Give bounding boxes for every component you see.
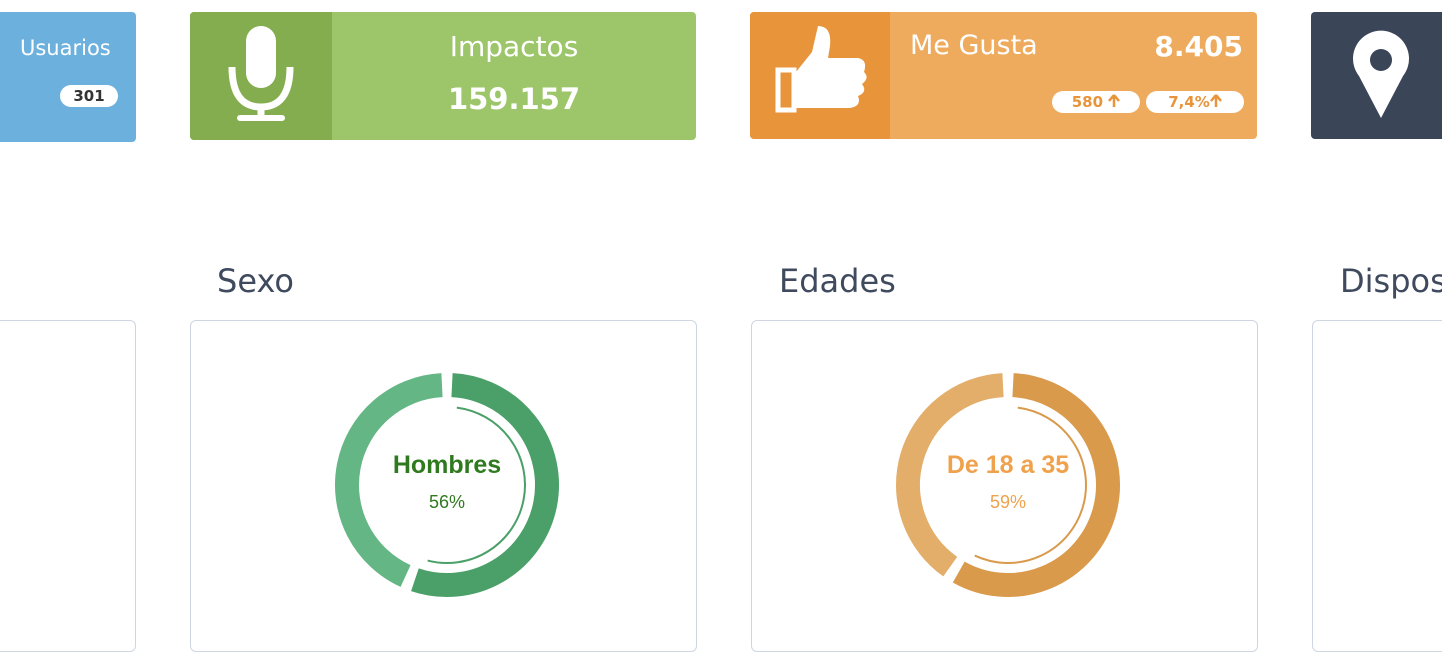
panel: Hombres 56% [190,320,697,652]
donut-rest-arc [335,373,443,587]
donut-inner-arc [974,406,1087,564]
location-card[interactable] [1311,12,1442,139]
section-title: Edades [779,262,896,300]
donut: De 18 a 35 59% [896,373,1120,597]
section-title: Sexo [217,262,294,300]
donut-label: Hombres [393,451,501,479]
users-card[interactable]: Usuarios 301 [0,12,136,142]
donut-value-arc [411,373,559,597]
badge: 301 [60,85,118,107]
likes-card[interactable]: Me Gusta 8.405 580 7,4% [750,12,1257,139]
badge: 7,4% [1146,91,1244,113]
up-arrow [1108,94,1121,107]
panel: De 18 a 35 59% [751,320,1258,652]
up-arrow [1209,94,1222,107]
mic-icon [228,26,294,121]
page: Usuarios 301 Impactos 159.157 Me Gusta 8… [0,12,1442,652]
badge-text: 580 [1071,93,1104,111]
icon-area [750,12,890,139]
donut-value-arc [952,373,1120,597]
panel [1312,320,1442,652]
card-value: 159.157 [447,82,581,116]
donut-value: 56% [429,492,465,512]
donut-rest-arc [896,373,1004,577]
impacts-card[interactable]: Impactos 159.157 [190,12,696,140]
badge-text: 7,4% [1168,93,1210,111]
donut-inner-arc [427,406,526,564]
card-title: Impactos [449,30,579,63]
badge: 580 [1052,91,1140,113]
section-title: Dispos [1340,262,1442,300]
thumb-icon [775,26,867,113]
pin-icon [1353,30,1409,119]
panel [0,320,136,652]
donut-value: 59% [990,492,1026,512]
donut-label: De 18 a 35 [947,451,1069,479]
icon-area [190,12,332,140]
card-title: Usuarios [20,36,111,60]
card-value: 8.405 [1154,30,1243,63]
donut: Hombres 56% [335,373,559,597]
card-title: Me Gusta [910,30,1038,61]
